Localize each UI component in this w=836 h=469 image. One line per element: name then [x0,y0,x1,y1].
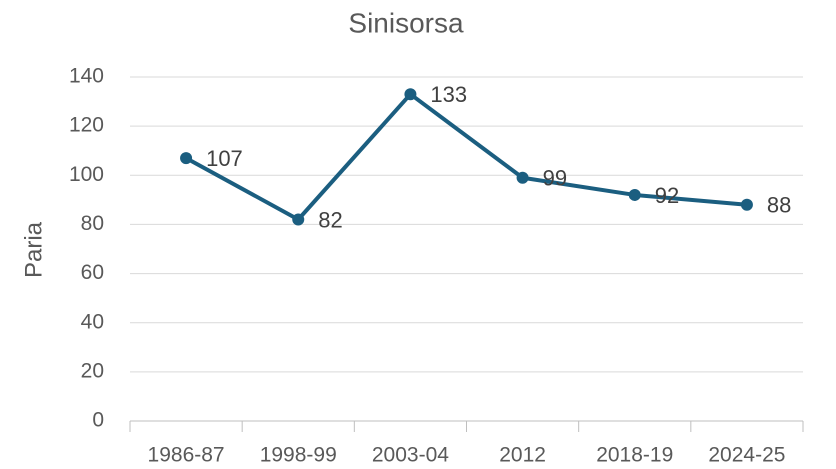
y-tick-label: 40 [81,310,104,333]
data-label: 82 [318,207,342,232]
data-label: 99 [543,166,567,191]
x-tick-label: 2018-19 [596,444,673,467]
marker [404,88,417,101]
x-tick-label: 2003-04 [372,444,449,467]
data-label: 88 [767,193,791,218]
x-tick-label: 1998-99 [260,444,337,467]
data-label: 92 [655,183,679,208]
marker [180,152,193,165]
marker [516,171,529,184]
y-tick-label: 60 [81,261,104,284]
x-tick-label: 1986-87 [148,444,225,467]
marker [740,198,753,211]
data-label: 107 [206,146,243,171]
marker [292,213,305,226]
y-tick-label: 120 [69,114,104,137]
y-tick-label: 100 [69,163,104,186]
line [185,92,748,222]
y-tick-label: 140 [69,65,104,88]
marker [628,188,641,201]
chart-title: Sinisorsa [348,7,464,38]
x-tick-label: 2012 [499,444,546,467]
x-tick-label: 2024-25 [708,444,785,467]
y-tick-label: 0 [92,409,104,432]
y-tick-label: 80 [81,212,104,235]
y-axis-label: Paria [20,221,47,278]
data-label: 133 [430,82,467,107]
y-tick-label: 20 [81,359,104,382]
